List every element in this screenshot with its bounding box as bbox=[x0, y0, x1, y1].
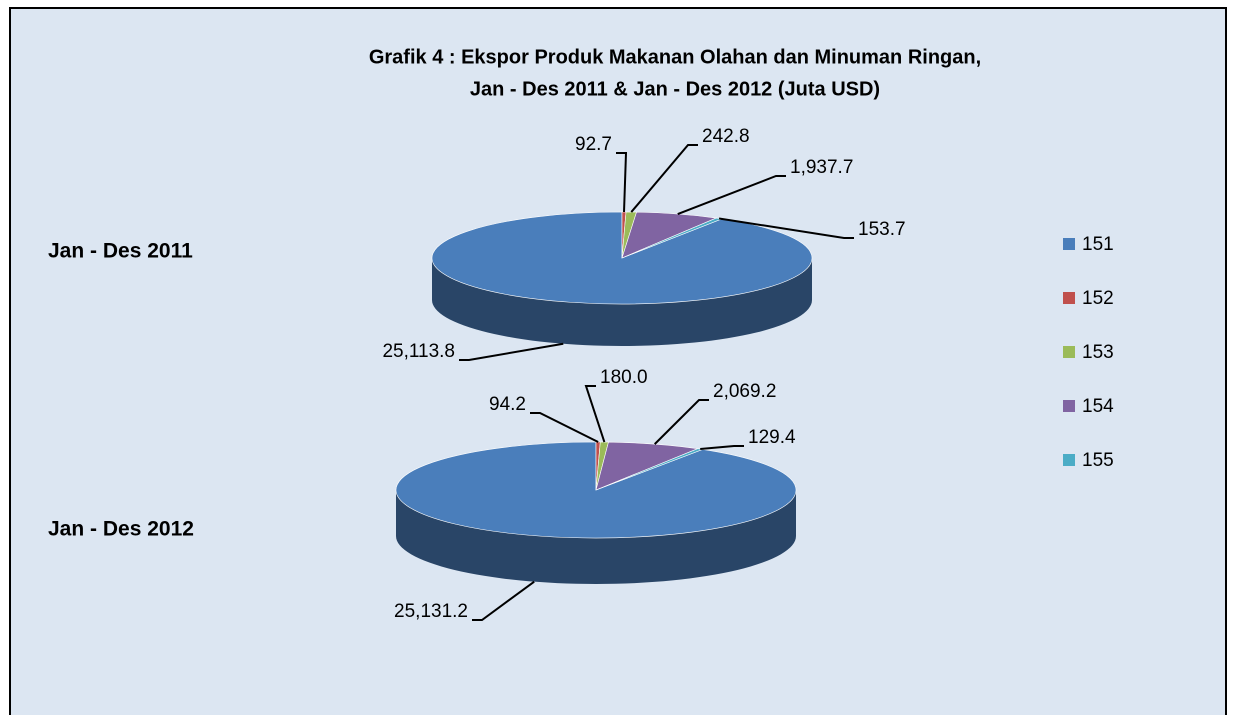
legend-label: 151 bbox=[1082, 234, 1114, 255]
leader-line bbox=[677, 175, 786, 215]
data-label: 180.0 bbox=[600, 367, 648, 388]
leader-line bbox=[472, 580, 535, 621]
legend-label: 154 bbox=[1082, 396, 1114, 417]
legend-label: 152 bbox=[1082, 288, 1114, 309]
chart-area bbox=[9, 7, 1227, 715]
data-label: 2,069.2 bbox=[713, 381, 776, 402]
chart-title: Grafik 4 : Ekspor Produk Makanan Olahan … bbox=[369, 46, 981, 68]
legend-swatch bbox=[1063, 346, 1075, 358]
legend-swatch bbox=[1063, 292, 1075, 304]
row-label: Jan - Des 2012 bbox=[48, 518, 194, 541]
data-label: 25,131.2 bbox=[394, 601, 468, 622]
leader-line bbox=[584, 385, 606, 443]
legend-label: 155 bbox=[1082, 450, 1114, 471]
leader-line bbox=[630, 144, 698, 213]
leader-line bbox=[718, 217, 854, 239]
pie-side bbox=[396, 490, 796, 584]
data-label: 1,937.7 bbox=[790, 157, 853, 178]
data-label: 94.2 bbox=[489, 394, 526, 415]
data-label: 129.4 bbox=[748, 427, 796, 448]
leader-line bbox=[530, 412, 599, 443]
legend-swatch bbox=[1063, 454, 1075, 466]
pie-side bbox=[432, 258, 812, 346]
leader-line bbox=[616, 152, 628, 213]
data-label: 25,113.8 bbox=[382, 341, 455, 362]
row-label: Jan - Des 2011 bbox=[48, 240, 193, 263]
data-label: 92.7 bbox=[575, 134, 612, 155]
leader-line bbox=[653, 399, 709, 445]
legend-label: 153 bbox=[1082, 342, 1114, 363]
legend-swatch bbox=[1063, 400, 1075, 412]
chart-title: Jan - Des 2011 & Jan - Des 2012 (Juta US… bbox=[470, 78, 880, 100]
data-label: 242.8 bbox=[702, 126, 750, 147]
leader-line bbox=[459, 342, 564, 361]
data-label: 153.7 bbox=[858, 219, 906, 240]
leader-line bbox=[700, 445, 744, 451]
legend-swatch bbox=[1063, 238, 1075, 250]
